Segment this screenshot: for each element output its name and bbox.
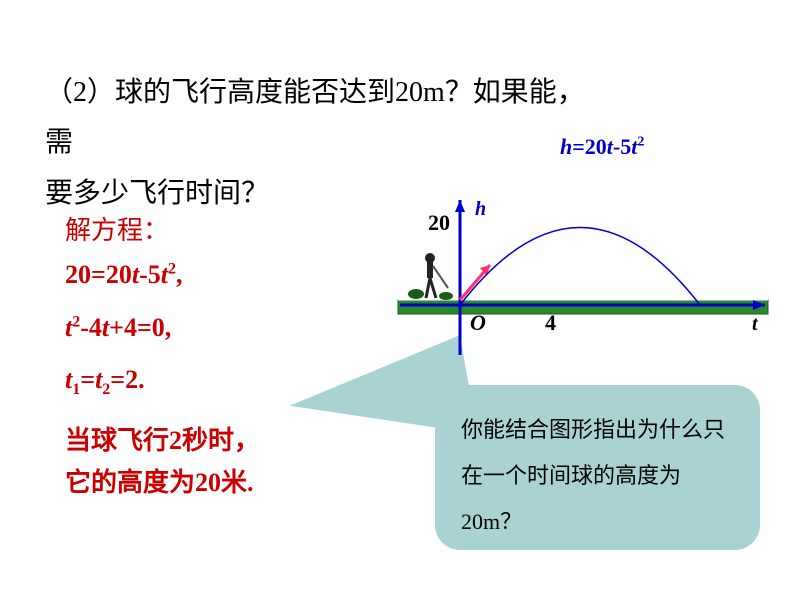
var-h: h — [560, 134, 572, 159]
conclusion-line2: 它的高度为20米. — [65, 462, 254, 499]
equation-1: 20=20t-5t2, — [65, 260, 182, 290]
grass-strip — [398, 300, 768, 314]
eq1-comma: , — [176, 260, 183, 289]
eq1-t2: t — [161, 260, 168, 289]
y-axis-label: h — [475, 198, 486, 220]
eq1-a: 20=20 — [65, 260, 132, 289]
equation-2: t2-4t+4=0, — [65, 313, 171, 343]
eq-part: =20 — [572, 134, 607, 159]
eq2-mid: -4 — [80, 313, 102, 342]
trajectory-graph: h 20 O 4 t — [380, 190, 780, 365]
conclusion-line1: 当球飞行2秒时， — [65, 420, 260, 457]
eq3-eq: = — [80, 365, 95, 394]
solve-header: 解方程： — [65, 210, 169, 247]
top-formula: h=20t-5t2 — [560, 134, 644, 160]
eq2-end: +4=0, — [109, 313, 171, 342]
speech-bubble: 你能结合图形指出为什么只在一个时间球的高度为20m？ — [435, 385, 760, 550]
question-line1: （2）球的飞行高度能否达到20m？如果能，需 — [45, 68, 585, 169]
eq1-t1: t — [132, 260, 139, 289]
eq1-sup: 2 — [168, 260, 176, 277]
origin-label: O — [470, 310, 486, 335]
x-axis-label: t — [752, 313, 759, 335]
sup-2: 2 — [637, 135, 644, 150]
bubble-text: 你能结合图形指出为什么只在一个时间球的高度为20m？ — [461, 417, 725, 534]
y-axis-arrow — [455, 200, 465, 212]
eq1-b: -5 — [139, 260, 161, 289]
y-tick-20: 20 — [428, 210, 450, 235]
parabola-curve — [460, 228, 700, 306]
golfer-icon — [408, 253, 453, 300]
eq3-end: =2. — [110, 365, 144, 394]
minus-part: -5 — [613, 134, 631, 159]
x-tick-4: 4 — [545, 310, 556, 335]
equation-3: t1=t2=2. — [65, 365, 145, 399]
